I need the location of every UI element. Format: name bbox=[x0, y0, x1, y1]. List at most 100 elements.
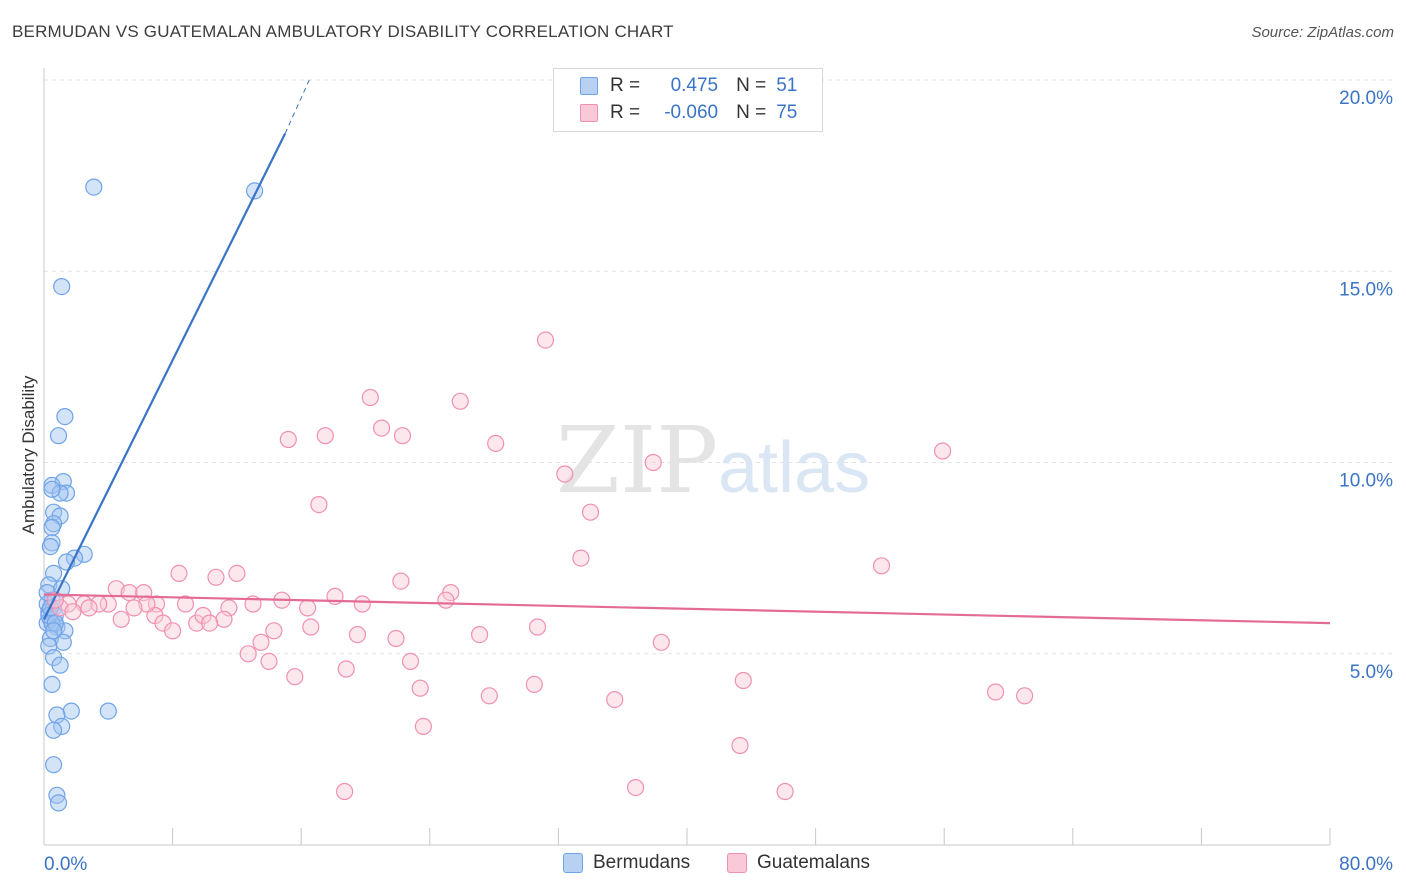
point-guatemalans[interactable] bbox=[451, 392, 469, 410]
point-guatemalans[interactable] bbox=[228, 564, 246, 583]
grid-lines bbox=[44, 79, 1393, 655]
point-bermudans[interactable] bbox=[43, 675, 61, 694]
point-guatemalans[interactable] bbox=[572, 549, 590, 567]
point-bermudans[interactable] bbox=[43, 480, 61, 498]
point-guatemalans[interactable] bbox=[299, 599, 317, 617]
point-guatemalans[interactable] bbox=[471, 625, 489, 644]
point-guatemalans[interactable] bbox=[392, 572, 410, 590]
legend-item-guatemalans[interactable]: Guatemalans bbox=[727, 852, 870, 874]
point-guatemalans[interactable] bbox=[239, 645, 257, 663]
point-guatemalans[interactable] bbox=[176, 595, 195, 613]
point-guatemalans[interactable] bbox=[731, 736, 749, 755]
point-bermudans[interactable] bbox=[62, 702, 80, 720]
legend-row-bermudans: R = 0.475 N = 51 bbox=[580, 73, 797, 99]
point-guatemalans[interactable] bbox=[112, 610, 130, 628]
point-bermudans[interactable] bbox=[85, 178, 103, 196]
point-guatemalans[interactable] bbox=[556, 465, 574, 483]
point-guatemalans[interactable] bbox=[337, 660, 355, 678]
legend-swatch-pink bbox=[580, 104, 598, 122]
point-guatemalans[interactable] bbox=[644, 453, 662, 472]
point-guatemalans[interactable] bbox=[528, 618, 547, 636]
legend-swatch-blue bbox=[580, 77, 598, 95]
legend-r-label: R = bbox=[610, 102, 641, 123]
point-guatemalans[interactable] bbox=[581, 503, 600, 521]
point-guatemalans[interactable] bbox=[536, 331, 555, 349]
point-bermudans[interactable] bbox=[49, 794, 68, 812]
point-guatemalans[interactable] bbox=[437, 591, 455, 609]
point-guatemalans[interactable] bbox=[252, 633, 270, 651]
legend-r-value: 0.475 bbox=[670, 75, 719, 96]
series-legend: Bermudans Guatemalans bbox=[0, 852, 1406, 878]
point-guatemalans[interactable] bbox=[414, 717, 432, 736]
point-guatemalans[interactable] bbox=[373, 419, 391, 437]
point-guatemalans[interactable] bbox=[164, 622, 182, 640]
trend-line-guatemalans bbox=[43, 593, 1331, 625]
watermark-zip: ZIP bbox=[556, 407, 718, 514]
point-bermudans[interactable] bbox=[41, 537, 60, 556]
legend-label-bermudans: Bermudans bbox=[593, 852, 691, 873]
point-guatemalans[interactable] bbox=[265, 622, 283, 640]
point-guatemalans[interactable] bbox=[480, 687, 498, 705]
x-ticks bbox=[43, 828, 1331, 845]
point-guatemalans[interactable] bbox=[353, 595, 371, 613]
point-guatemalans[interactable] bbox=[302, 618, 320, 636]
point-guatemalans[interactable] bbox=[401, 652, 420, 671]
point-guatemalans[interactable] bbox=[125, 599, 143, 617]
point-guatemalans[interactable] bbox=[776, 782, 794, 801]
y-tick-label: 5.0% bbox=[1350, 662, 1393, 683]
point-guatemalans[interactable] bbox=[986, 683, 1005, 701]
legend-n-value: 75 bbox=[776, 102, 798, 123]
point-guatemalans[interactable] bbox=[215, 610, 233, 628]
point-guatemalans[interactable] bbox=[336, 782, 354, 801]
legend-swatch-guatemalans bbox=[727, 853, 747, 873]
point-bermudans[interactable] bbox=[43, 518, 61, 537]
point-bermudans[interactable] bbox=[51, 484, 69, 502]
point-guatemalans[interactable] bbox=[201, 614, 219, 632]
point-guatemalans[interactable] bbox=[279, 430, 297, 449]
point-guatemalans[interactable] bbox=[393, 427, 412, 445]
legend-n-value: 51 bbox=[776, 75, 798, 96]
point-guatemalans[interactable] bbox=[207, 568, 225, 586]
point-bermudans[interactable] bbox=[51, 656, 69, 674]
legend-label-guatemalans: Guatemalans bbox=[757, 852, 871, 873]
y-tick-label: 15.0% bbox=[1339, 279, 1393, 300]
point-bermudans[interactable] bbox=[44, 756, 63, 774]
legend-n-label: N = bbox=[736, 102, 767, 123]
point-guatemalans[interactable] bbox=[411, 679, 429, 697]
point-bermudans[interactable] bbox=[99, 702, 117, 720]
point-bermudans[interactable] bbox=[53, 278, 71, 296]
point-guatemalans[interactable] bbox=[170, 564, 188, 583]
point-bermudans[interactable] bbox=[53, 717, 71, 736]
legend-item-bermudans[interactable]: Bermudans bbox=[563, 852, 690, 874]
point-guatemalans[interactable] bbox=[120, 583, 138, 602]
point-bermudans[interactable] bbox=[44, 721, 63, 739]
trend-lines bbox=[43, 79, 1331, 625]
point-guatemalans[interactable] bbox=[64, 603, 82, 621]
point-guatemalans[interactable] bbox=[872, 557, 891, 575]
point-bermudans[interactable] bbox=[56, 408, 74, 426]
point-bermudans[interactable] bbox=[44, 622, 63, 640]
point-guatemalans[interactable] bbox=[387, 629, 405, 648]
point-guatemalans[interactable] bbox=[348, 625, 367, 644]
point-guatemalans[interactable] bbox=[652, 633, 670, 651]
point-guatemalans[interactable] bbox=[933, 442, 952, 460]
point-guatemalans[interactable] bbox=[606, 690, 624, 709]
watermark-atlas: atlas bbox=[718, 428, 870, 508]
point-guatemalans[interactable] bbox=[310, 496, 328, 514]
data-points bbox=[38, 178, 1034, 812]
point-guatemalans[interactable] bbox=[626, 778, 645, 797]
legend-n-label: N = bbox=[736, 75, 767, 96]
point-guatemalans[interactable] bbox=[487, 434, 505, 452]
point-guatemalans[interactable] bbox=[316, 427, 334, 445]
point-guatemalans[interactable] bbox=[80, 599, 98, 617]
point-guatemalans[interactable] bbox=[361, 388, 379, 407]
point-bermudans[interactable] bbox=[49, 427, 68, 445]
y-tick-labels: 5.0% 10.0% 15.0% 20.0% bbox=[1339, 88, 1393, 683]
correlation-legend: R = 0.475 N = 51 R = -0.060 N = 75 bbox=[553, 68, 823, 132]
point-guatemalans[interactable] bbox=[260, 652, 278, 671]
point-guatemalans[interactable] bbox=[286, 668, 304, 686]
x-tick-label-min: 0.0% bbox=[44, 854, 87, 875]
point-guatemalans[interactable] bbox=[525, 675, 543, 694]
point-guatemalans[interactable] bbox=[734, 671, 752, 690]
point-guatemalans[interactable] bbox=[1015, 687, 1034, 705]
